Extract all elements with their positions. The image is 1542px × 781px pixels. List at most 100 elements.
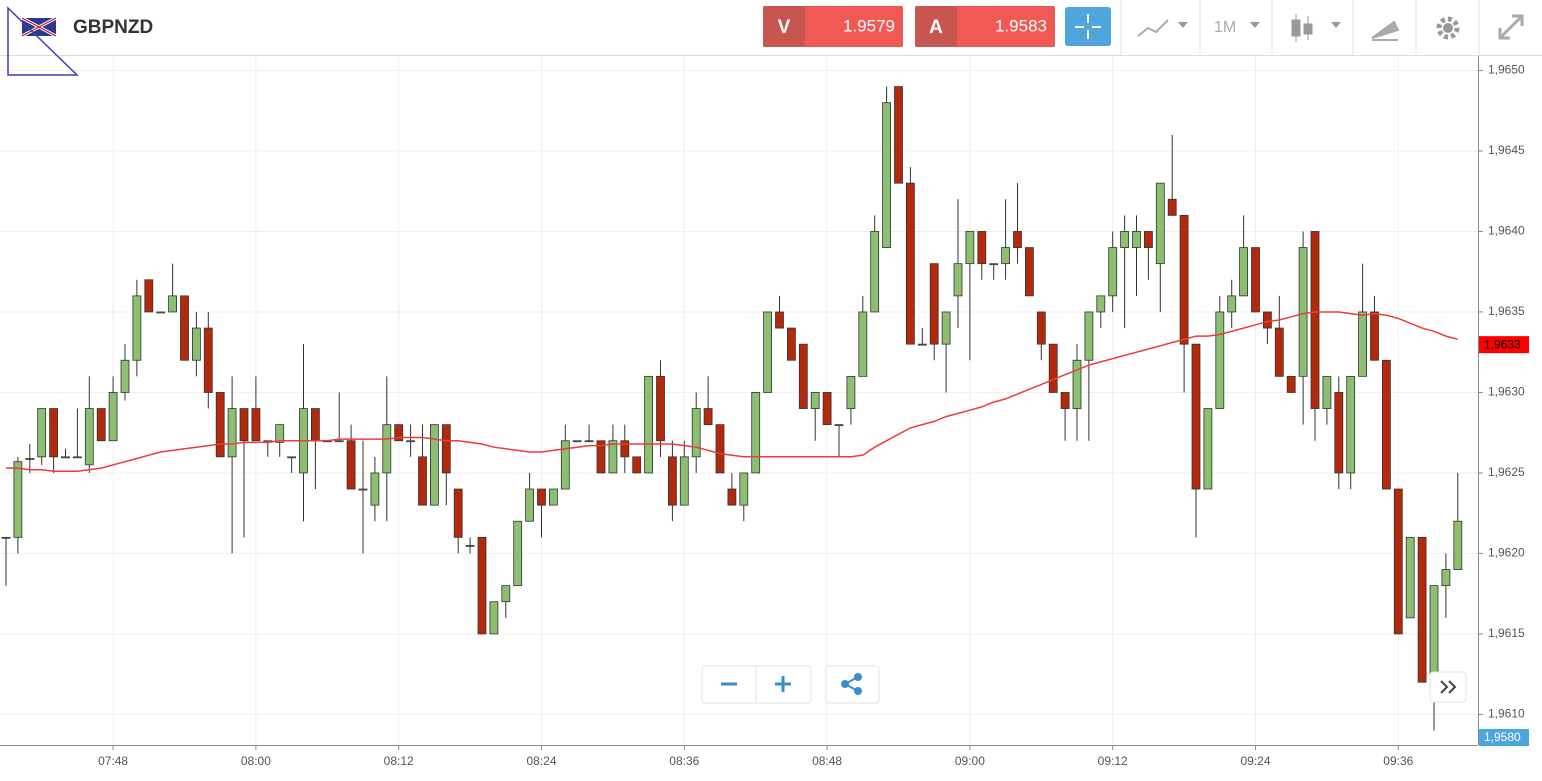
icon-rect[interactable] xyxy=(1291,19,1301,37)
candle-body xyxy=(703,408,713,426)
candle-body xyxy=(275,424,285,443)
candle-body xyxy=(775,311,784,329)
candle-body xyxy=(239,408,249,442)
candle-body xyxy=(84,408,94,466)
candle-body xyxy=(1251,247,1260,313)
icon-rect[interactable] xyxy=(1303,23,1313,35)
candle-body xyxy=(1405,536,1415,619)
share-dot[interactable] xyxy=(854,687,862,695)
candle-body xyxy=(429,424,439,506)
candle-body xyxy=(251,408,261,442)
candle-body xyxy=(382,424,392,474)
candle-body xyxy=(691,408,701,458)
candle-body xyxy=(477,536,487,635)
candle-body xyxy=(346,440,356,490)
ask-price[interactable]: 1.9583 xyxy=(995,16,1047,35)
settings-icon[interactable] xyxy=(1436,16,1460,40)
dropdown-arrow[interactable] xyxy=(1250,22,1260,28)
crosshair-box[interactable] xyxy=(1065,7,1111,46)
candle-body xyxy=(596,440,606,474)
share-button[interactable] xyxy=(825,665,880,704)
candle-body xyxy=(73,456,82,459)
candle-body xyxy=(989,263,999,266)
candle-body xyxy=(1036,311,1046,345)
candle-body xyxy=(1203,408,1213,490)
candle-body xyxy=(108,392,118,442)
crosshair-button[interactable] xyxy=(1065,7,1111,46)
ask-label[interactable]: A xyxy=(929,17,943,38)
bid-button[interactable]: V 1.9579 xyxy=(763,6,903,47)
candle-body xyxy=(668,456,677,506)
candle-body xyxy=(156,311,166,314)
fullscreen-icon[interactable] xyxy=(1498,14,1524,40)
candle-body xyxy=(870,231,880,313)
candle-body xyxy=(1001,247,1010,265)
settings-icon-core[interactable] xyxy=(1443,23,1453,33)
candle-body xyxy=(418,456,427,506)
scroll-latest-button[interactable] xyxy=(1429,671,1467,703)
chart-type-icon[interactable] xyxy=(1137,19,1169,37)
x-tick-label: 07:48 xyxy=(98,754,128,768)
moving-average xyxy=(6,311,1458,473)
y-tick-label: 1,9650 xyxy=(1488,63,1525,77)
candle-body xyxy=(180,295,189,361)
candle-body xyxy=(584,440,594,443)
x-tick-label: 09:36 xyxy=(1383,754,1413,768)
candle-body xyxy=(739,472,749,506)
x-tick-label: 08:12 xyxy=(384,754,414,768)
candle-body xyxy=(191,327,201,361)
candle-body xyxy=(679,456,689,506)
candle-body xyxy=(1346,375,1356,474)
candle-body xyxy=(1025,247,1034,297)
bid-label[interactable]: V xyxy=(778,17,791,38)
candle-body xyxy=(441,424,451,474)
plot-area: 1,9610 1,9615 1,9620 1,9625 1,9630 1,9635 1,96… xyxy=(0,56,1525,768)
timeframe[interactable]: 1M xyxy=(1214,19,1236,36)
candle-body xyxy=(632,456,642,474)
candle-body xyxy=(1120,231,1129,248)
candle-body xyxy=(1334,392,1344,474)
candle-icon[interactable] xyxy=(1291,14,1313,42)
share-dot[interactable] xyxy=(854,673,862,681)
dropdown-arrow[interactable] xyxy=(1178,22,1188,28)
candle-body xyxy=(287,456,297,459)
ask-label-box[interactable] xyxy=(915,6,957,47)
candle-body xyxy=(1393,488,1403,635)
candle-body xyxy=(1358,311,1367,377)
candle-body xyxy=(203,327,213,393)
candle-body xyxy=(1370,311,1379,361)
candle-body xyxy=(644,375,653,474)
zoom-controls[interactable] xyxy=(701,665,812,704)
y-tick-label: 1,9640 xyxy=(1488,224,1525,238)
candle-body xyxy=(370,472,380,506)
candle-body xyxy=(941,311,951,345)
crosshair-icon[interactable] xyxy=(1075,14,1101,39)
share-dot[interactable] xyxy=(841,680,849,688)
candle-body xyxy=(1096,295,1106,313)
candle-body xyxy=(1310,231,1320,409)
bid-label-box[interactable] xyxy=(763,6,805,47)
candle-body xyxy=(1417,536,1427,683)
zoom-in-icon[interactable] xyxy=(775,676,791,692)
candle-body xyxy=(1382,359,1391,490)
dropdown-arrow[interactable] xyxy=(1331,22,1341,28)
candle-body xyxy=(1167,198,1177,216)
drawing-icon[interactable] xyxy=(1371,20,1400,41)
corner-marker xyxy=(7,6,79,76)
candle-body xyxy=(132,295,142,361)
candle-body xyxy=(965,231,975,265)
bid-price[interactable]: 1.9579 xyxy=(843,16,895,35)
ask-button[interactable]: A 1.9583 xyxy=(915,6,1055,47)
candle-body xyxy=(917,343,927,346)
candle-body xyxy=(61,456,70,459)
price-marker xyxy=(1479,336,1529,354)
scroll-icon[interactable] xyxy=(1440,680,1457,694)
candle-body xyxy=(1013,231,1022,248)
candle-body xyxy=(334,440,344,443)
candle-body xyxy=(358,488,368,491)
share-box[interactable] xyxy=(825,665,880,704)
candle-body xyxy=(656,375,665,442)
candle-body xyxy=(810,392,820,409)
